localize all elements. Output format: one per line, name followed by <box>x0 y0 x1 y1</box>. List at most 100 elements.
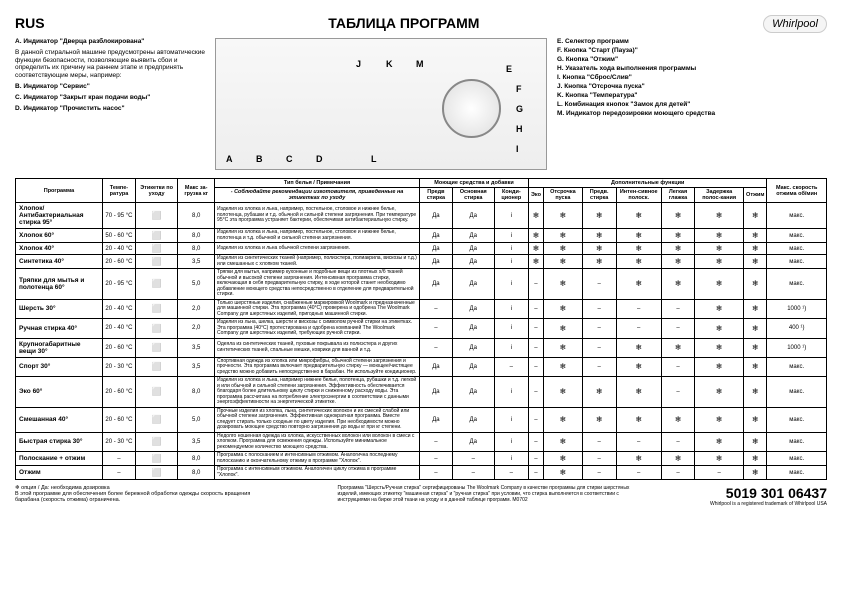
cell-temp: 20 - 40 °C <box>103 299 136 319</box>
cell-care: ⬜ <box>135 203 177 229</box>
cell-mainwash: – <box>452 466 494 480</box>
cell-prewash2: – <box>582 269 616 300</box>
cell-intensive: – <box>616 299 661 319</box>
cell-prewash2: ❄ <box>582 377 616 408</box>
cell-intensive: ❄ <box>616 255 661 269</box>
legend-item: H. Указатель хода выполнения программы <box>557 65 817 72</box>
cell-desc: Только шерстяные изделия, снабженные мар… <box>215 299 420 319</box>
cell-temp: 20 - 60 °C <box>103 255 136 269</box>
cell-prewash: Да <box>420 407 453 432</box>
cell-spin: ❄ <box>744 338 767 357</box>
cell-prewash: Да <box>420 377 453 408</box>
cell-load: 8,0 <box>178 229 215 243</box>
cell-desc: Изделия из хлопка и льна обычной степени… <box>215 243 420 255</box>
cell-eco: – <box>528 452 543 466</box>
cell-prewash2: – <box>582 452 616 466</box>
th-desc-note: - Соблюдайте рекомендации изготовителя, … <box>215 188 420 203</box>
trademark-note: Whirlpool is a registered trademark of W… <box>710 501 827 507</box>
cell-intensive: – <box>616 319 661 339</box>
program-name: Крупногабаритные вещи 30° <box>16 338 103 357</box>
legend-item: L. Комбинация кнопок "Замок для детей" <box>557 101 817 108</box>
cell-temp: 20 - 30 °C <box>103 357 136 377</box>
cell-care: ⬜ <box>135 319 177 339</box>
th-easyiron: Легкая глажка <box>661 188 694 203</box>
program-name: Отжим <box>16 466 103 480</box>
part-number: 5019 301 06437 <box>710 485 827 501</box>
cell-mainwash: Да <box>452 299 494 319</box>
selector-dial-icon <box>442 79 501 138</box>
legend-item: A. Индикатор "Дверца разблокирована" <box>15 38 205 46</box>
th-desc: Тип белья / Примечания <box>215 179 420 188</box>
cell-prewash2: ❄ <box>582 255 616 269</box>
diagram-label-l: L <box>371 154 377 164</box>
cell-rinsehold: ❄ <box>695 269 744 300</box>
cell-mainwash: Да <box>452 357 494 377</box>
cell-desc: Изделия из хлопка и льна, например, пост… <box>215 203 420 229</box>
legend-item: D. Индикатор "Прочистить насос" <box>15 105 205 113</box>
cell-softener: i <box>494 338 528 357</box>
top-section: A. Индикатор "Дверца разблокирована"В да… <box>15 38 827 170</box>
diagram-label-d: D <box>316 154 323 164</box>
diagram-label-f: F <box>516 84 522 94</box>
cell-prewash: Да <box>420 229 453 243</box>
cell-load: 8,0 <box>178 466 215 480</box>
cell-load: 2,0 <box>178 319 215 339</box>
cell-rinsehold: ❄ <box>695 255 744 269</box>
cell-delay: ❄ <box>543 229 582 243</box>
diagram-label-g: G <box>516 104 523 114</box>
table-row: Крупногабаритные вещи 30°20 - 60 °C⬜3,5О… <box>16 338 827 357</box>
legend-item: B. Индикатор "Сервис" <box>15 83 205 91</box>
cell-temp: 50 - 60 °C <box>103 229 136 243</box>
cell-care: ⬜ <box>135 299 177 319</box>
th-rinsehold: Задержка полос-кания <box>695 188 744 203</box>
cell-eco: – <box>528 407 543 432</box>
table-row: Ручная стирка 40°20 - 40 °C⬜2,0Изделия и… <box>16 319 827 339</box>
program-name: Хлопок/ Антибактериальная стирка 95° <box>16 203 103 229</box>
cell-rinsehold: ❄ <box>695 299 744 319</box>
cell-softener: i <box>494 319 528 339</box>
cell-rinsehold: ❄ <box>695 357 744 377</box>
cell-spin: ❄ <box>744 407 767 432</box>
cell-care: ⬜ <box>135 466 177 480</box>
table-row: Тряпки для мытья и полотенца 60°20 - 95 … <box>16 269 827 300</box>
diagram-label-b: B <box>256 154 263 164</box>
cell-spin: ❄ <box>744 269 767 300</box>
cell-softener: – <box>494 466 528 480</box>
cell-intensive: ❄ <box>616 269 661 300</box>
left-legend: A. Индикатор "Дверца разблокирована"В да… <box>15 38 205 170</box>
cell-load: 3,5 <box>178 255 215 269</box>
cell-load: 5,0 <box>178 407 215 432</box>
cell-softener: i <box>494 255 528 269</box>
cell-maxspin: макс. <box>767 466 827 480</box>
cell-mainwash: Да <box>452 338 494 357</box>
cell-intensive: ❄ <box>616 243 661 255</box>
cell-prewash2: – <box>582 357 616 377</box>
cell-rinsehold: ❄ <box>695 452 744 466</box>
cell-prewash: Да <box>420 357 453 377</box>
cell-eco: – <box>528 377 543 408</box>
cell-temp: – <box>103 466 136 480</box>
diagram-label-a: A <box>226 154 233 164</box>
table-row: Хлопок/ Антибактериальная стирка 95°70 -… <box>16 203 827 229</box>
cell-easyiron: – <box>661 377 694 408</box>
cell-care: ⬜ <box>135 255 177 269</box>
cell-softener: i <box>494 407 528 432</box>
cell-eco: – <box>528 319 543 339</box>
cell-delay: ❄ <box>543 299 582 319</box>
cell-desc: Спортивная одежда из хлопка или микрофиб… <box>215 357 420 377</box>
cell-easyiron: ❄ <box>661 243 694 255</box>
cell-maxspin: макс. <box>767 269 827 300</box>
cell-prewash: Да <box>420 203 453 229</box>
cell-eco: ❄ <box>528 243 543 255</box>
table-row: Быстрая стирка 30°20 - 30 °C⬜3,5Недолго … <box>16 432 827 452</box>
table-row: Синтетика 40°20 - 60 °C⬜3,5Изделия из си… <box>16 255 827 269</box>
th-maxspin: Макс. скорость отжима об/мин <box>767 179 827 203</box>
cell-desc: Программа с интенсивным отжимом. Аналоги… <box>215 466 420 480</box>
program-name: Ручная стирка 40° <box>16 319 103 339</box>
cell-easyiron: – <box>661 432 694 452</box>
cell-easyiron: ❄ <box>661 407 694 432</box>
program-name: Хлопок 40° <box>16 243 103 255</box>
th-options-group: Дополнительные функции <box>528 179 766 188</box>
cell-intensive: ❄ <box>616 407 661 432</box>
diagram-label-k: K <box>386 59 393 69</box>
